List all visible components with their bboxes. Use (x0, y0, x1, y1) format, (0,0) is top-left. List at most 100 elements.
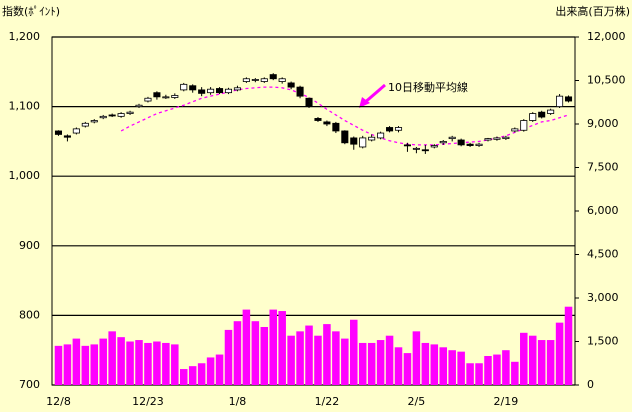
volume-bar (296, 331, 304, 385)
candle-body (126, 111, 134, 114)
candle-body (332, 122, 340, 132)
volume-bar (206, 357, 215, 385)
candle-body (430, 145, 438, 148)
candle-body (359, 137, 367, 148)
x-tick-label: 1/8 (229, 395, 247, 408)
candle-body (403, 144, 411, 147)
moving-average-line (120, 86, 569, 146)
annotation-arrowhead (359, 97, 370, 108)
y2-tick-label: 1,500 (587, 335, 619, 348)
y-tick-label: 1,000 (9, 169, 41, 182)
candle-body (278, 78, 286, 82)
volume-bar (63, 344, 72, 385)
candle-body (484, 138, 492, 141)
candle-body (502, 136, 510, 140)
volume-bar (215, 354, 224, 385)
volume-bar (197, 363, 206, 385)
volume-bar (81, 345, 90, 385)
candle-body (314, 118, 322, 121)
x-tick-label: 12/23 (132, 395, 164, 408)
y2-tick-label: 3,000 (587, 291, 619, 304)
candle-body (538, 111, 546, 118)
y2-tick-label: 10,500 (587, 74, 626, 87)
volume-bar (90, 344, 99, 385)
candle-body (457, 139, 465, 146)
volume-bar (233, 321, 242, 385)
volume-bar (412, 331, 421, 385)
x-tick-label: 2/5 (408, 395, 426, 408)
candle-body (216, 88, 224, 94)
volume-bar (188, 366, 197, 385)
candle-body (564, 96, 573, 102)
volume-bar (135, 340, 143, 385)
volume-bar (484, 356, 492, 385)
candle-body (547, 109, 555, 114)
candle-body (412, 147, 420, 150)
candle-body (260, 78, 268, 82)
candle-body (242, 78, 250, 82)
volume-bar (171, 344, 179, 385)
volume-bar (358, 342, 367, 385)
volume-bar (475, 363, 483, 385)
volume-bar (323, 324, 331, 385)
volume-bar (153, 341, 161, 385)
volume-bar (126, 341, 134, 385)
volume-bar (305, 325, 313, 385)
candle-body (511, 128, 519, 132)
candle-body (224, 88, 233, 94)
volume-bar (251, 321, 260, 385)
candle-body (117, 113, 125, 117)
candle-body (135, 104, 143, 108)
y2-tick-label: 4,500 (587, 248, 619, 261)
candle-body (108, 114, 116, 117)
volume-bar (314, 335, 322, 385)
y-tick-label: 1,200 (9, 30, 41, 43)
volume-bar (278, 311, 286, 385)
volume-bar (72, 338, 81, 385)
volume-bar (117, 337, 125, 385)
candle-body (305, 97, 313, 108)
candle-body (394, 127, 403, 131)
candle-body (323, 121, 331, 125)
volume-bar (394, 347, 403, 385)
candle-body (520, 120, 528, 131)
x-tick-label: 12/8 (46, 395, 71, 408)
candle-body (466, 143, 474, 146)
candle-body (63, 135, 71, 138)
volume-bar (511, 361, 519, 385)
y-axis-title: 指数(ﾎﾟｲﾝﾄ) (2, 4, 60, 18)
volume-bar (376, 340, 385, 385)
volume-bar (287, 335, 295, 385)
volume-bar (260, 327, 269, 385)
candle-body (368, 136, 376, 141)
y2-tick-label: 0 (587, 378, 594, 391)
candle-body (162, 96, 170, 99)
annotation: 10日移動平均線 (388, 80, 468, 94)
volume-bar (108, 331, 116, 385)
candle-body (171, 95, 179, 98)
candle-body (54, 130, 63, 135)
candle-body (72, 128, 80, 134)
volume-bar (242, 309, 251, 385)
volume-bar (546, 340, 555, 385)
candle-body (377, 132, 385, 139)
candle-body (421, 149, 429, 152)
candle-body (99, 115, 107, 119)
volume-bar (269, 309, 277, 385)
candle-body (180, 83, 188, 91)
volume-bar (457, 351, 465, 385)
y-tick-label: 1,100 (9, 100, 41, 113)
volume-bar (502, 350, 510, 385)
candle-body (207, 88, 215, 94)
volume-bar (564, 306, 573, 385)
candle-body (350, 137, 358, 145)
x-tick-label: 2/19 (494, 395, 519, 408)
volume-bar (99, 338, 107, 385)
y2-axis-title: 出来高(百万株) (555, 4, 630, 18)
volume-bar (421, 342, 430, 385)
candle-body (386, 127, 394, 132)
volume-bar (528, 335, 537, 385)
candle-body (341, 130, 349, 144)
